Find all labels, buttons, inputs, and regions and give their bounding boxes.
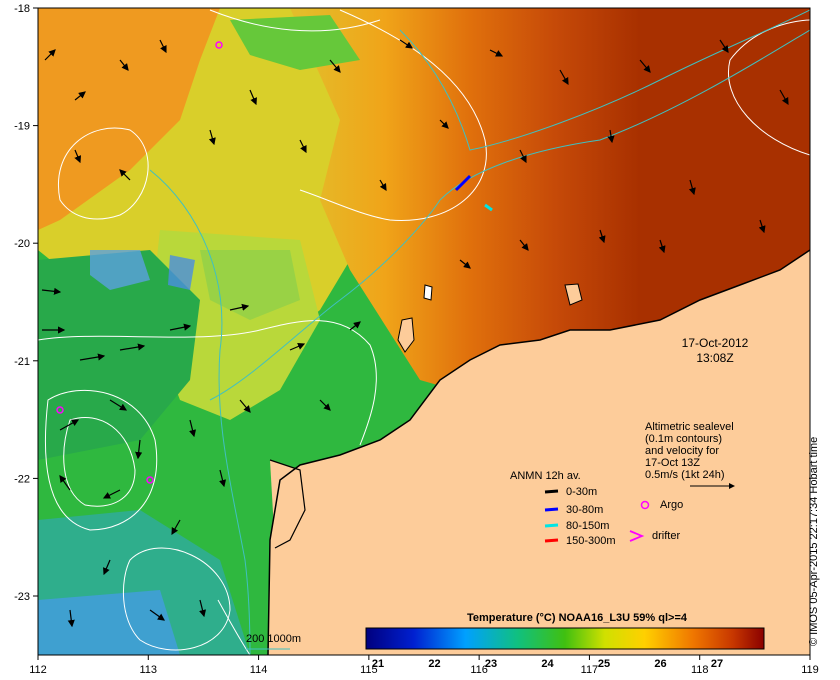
lat-tick-label: -22 xyxy=(14,473,30,485)
altimetry-line: (0.1m contours) xyxy=(645,433,722,445)
drifter-marker-icon xyxy=(629,530,645,542)
lon-tick-label: 118 xyxy=(691,664,709,676)
lat-tick-label: -21 xyxy=(14,356,30,368)
lat-tick-label: -20 xyxy=(14,238,30,250)
velocity-arrows xyxy=(41,39,789,628)
lon-tick-label: 116 xyxy=(470,664,488,676)
lon-tick-label: 113 xyxy=(140,664,158,676)
altimetry-note: Altimetric sealevel (0.1m contours) and … xyxy=(645,421,735,489)
altimetry-line: 0.5m/s (1kt 24h) xyxy=(645,469,724,481)
argo-marker-icon xyxy=(640,500,650,510)
map-frame xyxy=(37,7,811,656)
argo-label: Argo xyxy=(660,499,683,511)
altimetry-line: and velocity for xyxy=(645,445,719,457)
colorbar-ticks: 21 22 23 24 25 26 27 xyxy=(372,658,723,670)
anmn-legend-label: 80-150m xyxy=(566,520,609,532)
lon-tick-label: 117 xyxy=(581,664,599,676)
drifter-label: drifter xyxy=(652,530,680,542)
lon-tick-label: 112 xyxy=(29,664,47,676)
colorbar-tick-label: 23 xyxy=(485,658,497,670)
colorbar-tick-label: 25 xyxy=(598,658,610,670)
lat-tick-label: -19 xyxy=(14,121,30,133)
credit-text: © IMOS 05-Apr-2015 22:17:34 Hobart time xyxy=(808,436,820,646)
timestamp-time: 13:08Z xyxy=(696,351,733,365)
timestamp-date: 17-Oct-2012 xyxy=(682,336,749,350)
lon-tick-label: 114 xyxy=(250,664,268,676)
anmn-legend-label: 30-80m xyxy=(566,504,603,516)
lat-tick-label: -23 xyxy=(14,591,30,603)
anmn-legend-label: 0-30m xyxy=(566,486,597,498)
colorbar-title: Temperature (°C) NOAA16_L3U 59% ql>=4 xyxy=(467,612,688,624)
bathymetry-legend: 200 1000m xyxy=(246,633,301,645)
colorbar-tick-label: 27 xyxy=(711,658,723,670)
colorbar-tick-label: 22 xyxy=(428,658,440,670)
colorbar-tick-label: 21 xyxy=(372,658,384,670)
colorbar-tick-label: 26 xyxy=(654,658,666,670)
sst-raster xyxy=(38,8,810,655)
altimetry-line: Altimetric sealevel xyxy=(645,421,734,433)
lat-tick-label: -18 xyxy=(14,3,30,15)
anmn-legend-title: ANMN 12h av. xyxy=(510,470,581,482)
latitude-axis: -18 -19 -20 -21 -22 -23 xyxy=(14,3,38,603)
anmn-legend: ANMN 12h av. 0-30m 30-80m 80-150m 150-30… xyxy=(510,470,616,547)
colorbar-tick-label: 24 xyxy=(541,658,554,670)
lon-tick-label: 119 xyxy=(801,664,819,676)
colorbar: Temperature (°C) NOAA16_L3U 59% ql>=4 21… xyxy=(365,612,765,670)
lon-tick-label: 115 xyxy=(360,664,378,676)
isobath-lines xyxy=(149,9,810,655)
altimetry-line: 17-Oct 13Z xyxy=(645,457,700,469)
anmn-legend-label: 150-300m xyxy=(566,535,616,547)
longitude-axis: 112 113 114 115 116 117 118 119 xyxy=(29,655,819,676)
